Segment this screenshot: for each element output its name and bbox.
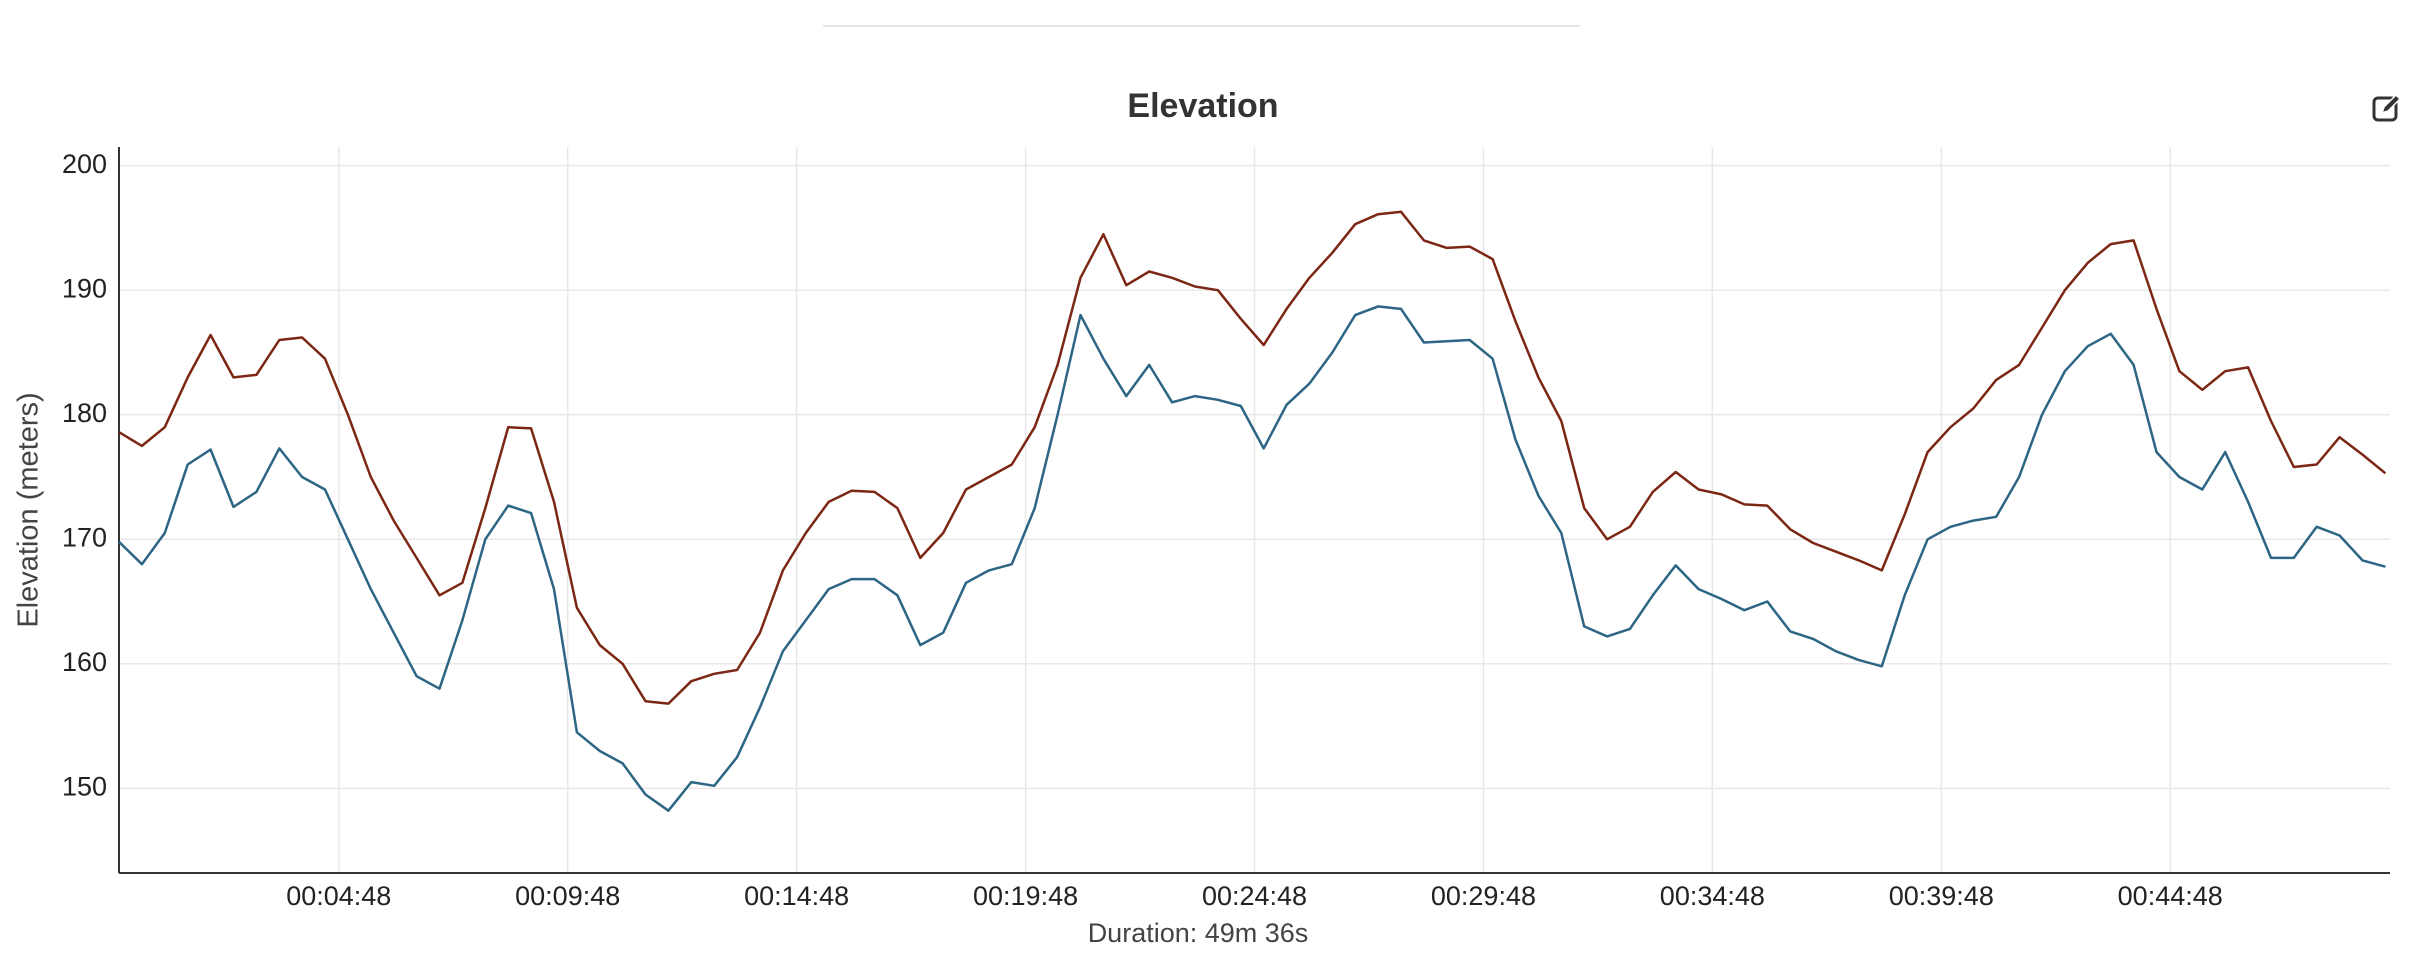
x-tick-label: 00:44:48: [2118, 881, 2223, 911]
x-tick-label: 00:14:48: [744, 881, 849, 911]
y-tick-label: 170: [62, 522, 107, 552]
series-line: [118, 305, 2386, 812]
x-tick-label: 00:19:48: [973, 881, 1078, 911]
x-tick-label: 00:09:48: [515, 881, 620, 911]
chart-title: Elevation: [1127, 87, 1278, 125]
x-tick-label: 00:29:48: [1431, 881, 1536, 911]
y-tick-label: 190: [62, 273, 107, 303]
edit-icon[interactable]: [2372, 93, 2402, 122]
x-tick-label: 00:04:48: [286, 881, 391, 911]
y-axis-label: Elevation (meters): [13, 392, 45, 627]
y-tick-label: 200: [62, 149, 107, 179]
y-tick-label: 160: [62, 647, 107, 677]
series-line: [118, 210, 2387, 705]
x-tick-label: 00:34:48: [1660, 881, 1765, 911]
y-tick-label: 150: [62, 771, 107, 801]
x-tick-label: 00:24:48: [1202, 881, 1307, 911]
x-tick-label: 00:39:48: [1889, 881, 1994, 911]
x-axis-label: Duration: 49m 36s: [1088, 918, 1309, 948]
y-tick-label: 180: [62, 398, 107, 428]
